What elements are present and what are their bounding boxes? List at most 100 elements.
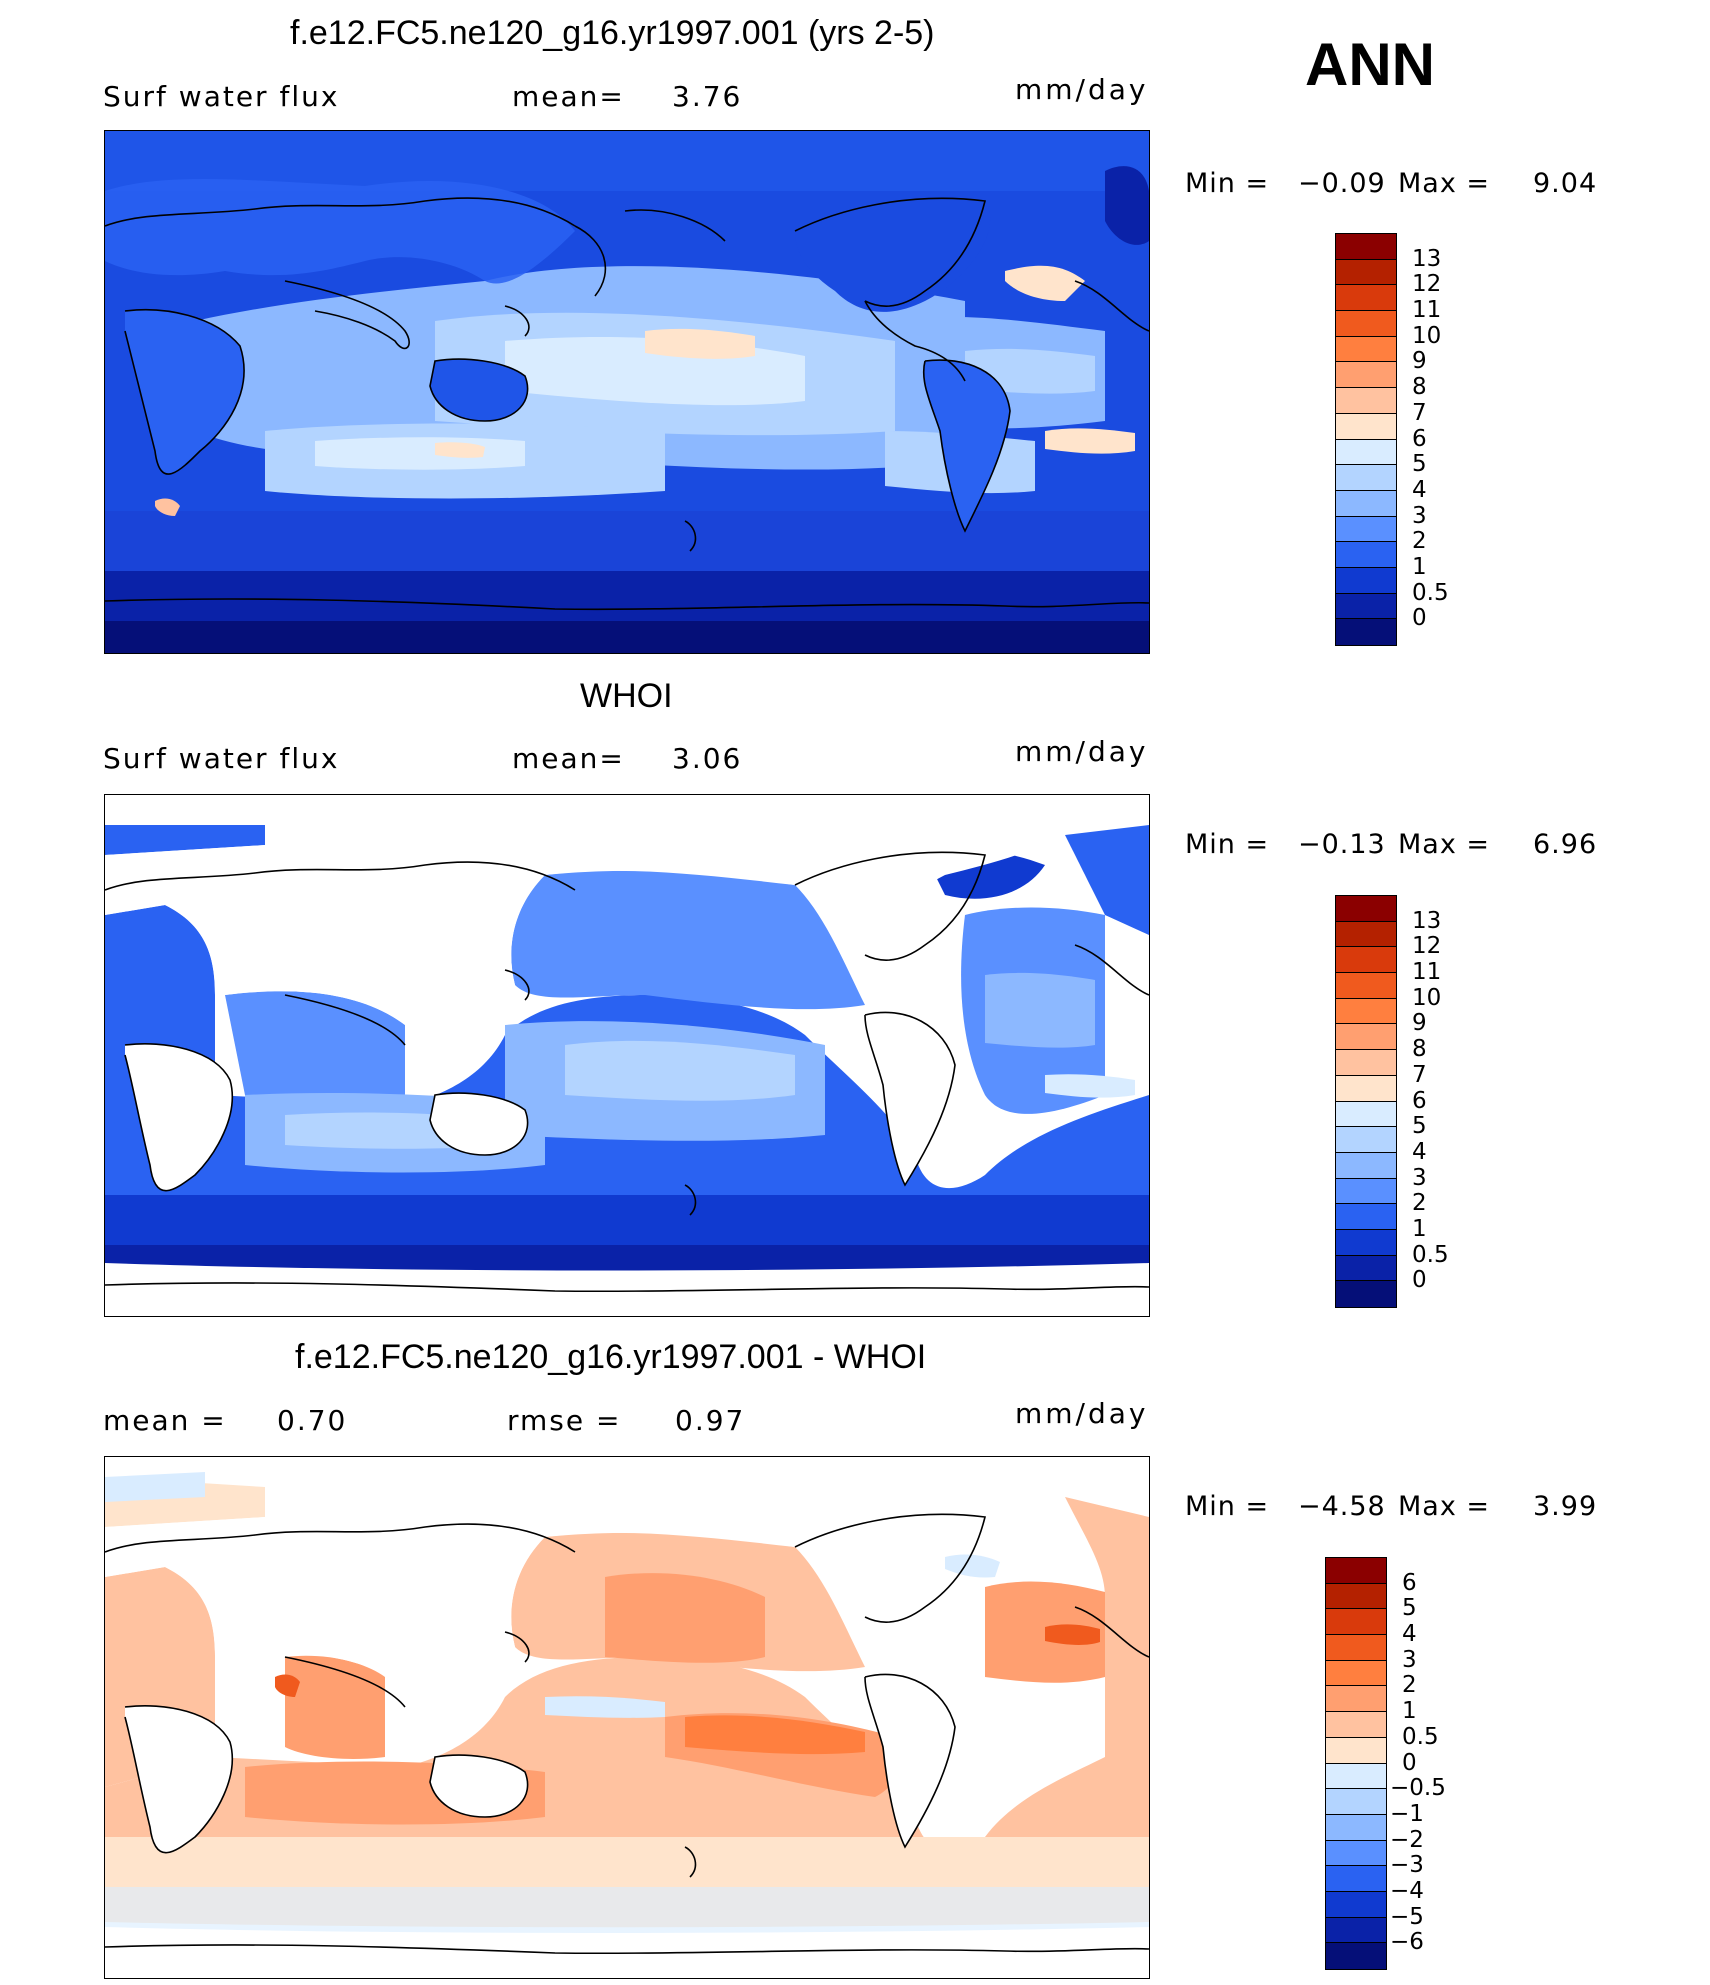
panel-3-colorbar-ticks: 6 5 4 3 2 1 0.5 0 −0.5 −1 −2 −3 −4 −5 −6: [1390, 1557, 1482, 1968]
panel-1-map: [104, 130, 1150, 654]
colorbar-segment: [1336, 311, 1396, 337]
panel-2-min-value: −0.13: [1298, 829, 1386, 860]
panel-1-units: mm/day: [1015, 73, 1149, 106]
panel-1-colorbar-ticks: 13 12 11 10 9 8 7 6 5 4 3 2 1 0.5 0: [1412, 233, 1472, 644]
colorbar-tick-label: 4: [1412, 476, 1427, 503]
panel-3-rmse-value: 0.97: [675, 1404, 746, 1437]
colorbar-segment: [1336, 542, 1396, 568]
panel-3-mean-label: mean =: [103, 1404, 227, 1437]
colorbar-segment: [1326, 1891, 1386, 1918]
panel-1-mean-value: 3.76: [672, 80, 743, 113]
colorbar-segment: [1326, 1558, 1386, 1584]
colorbar-segment: [1326, 1840, 1386, 1867]
colorbar-tick-label: 1: [1412, 1215, 1427, 1242]
colorbar-segment: [1336, 1178, 1396, 1205]
colorbar-tick-label: 4: [1402, 1621, 1417, 1648]
colorbar-segment: [1336, 362, 1396, 389]
panel-2-min-label: Min =: [1185, 829, 1270, 860]
colorbar-tick-label: −5: [1390, 1903, 1424, 1930]
panel-3-rmse-label: rmse =: [507, 1404, 622, 1437]
colorbar-tick-label: 6: [1412, 1087, 1427, 1114]
colorbar-segment: [1326, 1814, 1386, 1841]
colorbar-tick-label: 2: [1412, 1190, 1427, 1217]
panel-2-mean-label: mean=: [512, 742, 625, 775]
colorbar-tick-label: 3: [1402, 1646, 1417, 1673]
panel-1-mean-label: mean=: [512, 80, 625, 113]
panel-2-colorbar: [1335, 895, 1397, 1308]
panel-3-mean-value: 0.70: [277, 1404, 348, 1437]
colorbar-tick-label: 6: [1412, 425, 1427, 452]
colorbar-tick-label: 12: [1412, 271, 1442, 298]
colorbar-tick-label: −4: [1390, 1877, 1424, 1904]
colorbar-segment: [1326, 1866, 1386, 1892]
colorbar-tick-label: 5: [1412, 1113, 1427, 1140]
colorbar-segment: [1326, 1763, 1386, 1790]
panel-1-title: f.e12.FC5.ne120_g16.yr1997.001 (yrs 2-5): [290, 14, 935, 52]
colorbar-tick-label: 7: [1412, 399, 1427, 426]
colorbar-segment: [1336, 567, 1396, 594]
colorbar-tick-label: 2: [1412, 528, 1427, 555]
colorbar-tick-label: 0.5: [1402, 1723, 1439, 1750]
colorbar-segment: [1326, 1737, 1386, 1764]
colorbar-tick-label: 6: [1402, 1569, 1417, 1596]
panel-1-max-label: Max =: [1398, 168, 1491, 199]
colorbar-segment: [1336, 1101, 1396, 1128]
colorbar-tick-label: 1: [1402, 1698, 1417, 1725]
panel-2-max-value: 6.96: [1533, 829, 1598, 860]
panel-1-colorbar: [1335, 233, 1397, 646]
colorbar-segment: [1336, 388, 1396, 414]
panel-2-mean-value: 3.06: [672, 742, 743, 775]
colorbar-segment: [1326, 1660, 1386, 1687]
colorbar-tick-label: 3: [1412, 502, 1427, 529]
colorbar-tick-label: 8: [1412, 374, 1427, 401]
colorbar-segment: [1336, 465, 1396, 491]
colorbar-tick-label: −1: [1390, 1800, 1424, 1827]
colorbar-segment: [1336, 998, 1396, 1025]
panel-3-units: mm/day: [1015, 1397, 1149, 1430]
colorbar-tick-label: 3: [1412, 1164, 1427, 1191]
colorbar-tick-label: 10: [1412, 322, 1442, 349]
colorbar-tick-label: 9: [1412, 348, 1427, 375]
colorbar-tick-label: 8: [1412, 1036, 1427, 1063]
colorbar-tick-label: 5: [1402, 1595, 1417, 1622]
panel-3-map: [104, 1456, 1150, 1979]
panel-3-map-field: [105, 1457, 1149, 1978]
colorbar-tick-label: 0: [1402, 1749, 1417, 1776]
colorbar-segment: [1336, 336, 1396, 363]
panel-2-units: mm/day: [1015, 735, 1149, 768]
colorbar-segment: [1336, 413, 1396, 440]
colorbar-tick-label: −6: [1390, 1929, 1424, 1956]
colorbar-tick-label: 13: [1412, 907, 1442, 934]
colorbar-segment: [1326, 1583, 1386, 1610]
colorbar-tick-label: 0: [1412, 1267, 1427, 1294]
colorbar-tick-label: −2: [1390, 1826, 1424, 1853]
panel-1-variable-label: Surf water flux: [103, 80, 340, 113]
colorbar-tick-label: 2: [1402, 1672, 1417, 1699]
colorbar-segment: [1336, 490, 1396, 517]
colorbar-segment: [1336, 234, 1396, 260]
panel-3-min-label: Min =: [1185, 1491, 1270, 1522]
colorbar-tick-label: 4: [1412, 1138, 1427, 1165]
panel-3-colorbar: [1325, 1557, 1387, 1970]
season-label: ANN: [1305, 31, 1435, 98]
colorbar-segment: [1326, 1635, 1386, 1661]
colorbar-segment: [1336, 1281, 1396, 1307]
colorbar-segment: [1326, 1917, 1386, 1944]
colorbar-segment: [1336, 1050, 1396, 1076]
colorbar-tick-label: 13: [1412, 245, 1442, 272]
colorbar-tick-label: 10: [1412, 984, 1442, 1011]
panel-3-max-label: Max =: [1398, 1491, 1491, 1522]
colorbar-segment: [1336, 439, 1396, 466]
colorbar-segment: [1336, 1075, 1396, 1102]
colorbar-segment: [1336, 619, 1396, 645]
colorbar-tick-label: 9: [1412, 1010, 1427, 1037]
colorbar-segment: [1336, 516, 1396, 543]
panel-2-variable-label: Surf water flux: [103, 742, 340, 775]
colorbar-tick-label: 11: [1412, 297, 1442, 324]
panel-2-title: WHOI: [580, 677, 673, 715]
colorbar-tick-label: 0.5: [1412, 579, 1449, 606]
colorbar-segment: [1336, 1255, 1396, 1282]
panel-1-map-field: [105, 131, 1149, 653]
panel-1-min-label: Min =: [1185, 168, 1270, 199]
colorbar-segment: [1336, 1204, 1396, 1230]
